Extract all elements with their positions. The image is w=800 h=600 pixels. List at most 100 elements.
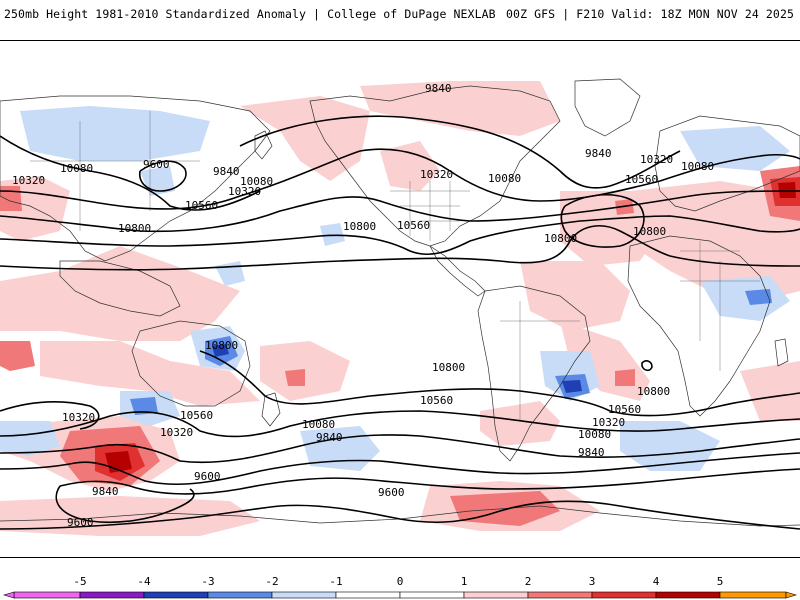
- country-borders: [30, 111, 760, 421]
- contour-10800-west-closed: [641, 360, 653, 372]
- new-zealand-outline: [261, 392, 281, 427]
- contour-label: 10800: [432, 361, 465, 374]
- australia-outline: [131, 320, 251, 407]
- colorbar-max-arrow: [785, 591, 798, 599]
- colorbar-segment: [719, 591, 787, 599]
- contour-label: 10320: [592, 416, 625, 429]
- colorbar-tick-label: 1: [461, 575, 468, 588]
- anomaly-core: [285, 369, 305, 386]
- anomaly-core: [562, 380, 582, 393]
- contour-label: 10560: [625, 173, 658, 186]
- anomaly-core: [212, 344, 229, 357]
- contour-9600-north: [138, 160, 187, 192]
- contour-label: 10800: [343, 220, 376, 233]
- contour-9840-north: [239, 115, 681, 189]
- anomaly-area: [0, 246, 240, 341]
- contour-10560-south: [0, 410, 800, 438]
- contour-label: 10080: [578, 428, 611, 441]
- contour-label: 9600: [143, 158, 170, 171]
- colorbar-tick-label: 2: [525, 575, 532, 588]
- anomaly-area: [0, 496, 260, 536]
- contour-label: 9840: [213, 165, 240, 178]
- anomaly-area: [380, 141, 440, 191]
- colorbar-tick-label: -1: [329, 575, 342, 588]
- contour-9840-north-asia: [0, 135, 261, 211]
- north-america-outline: [309, 85, 561, 247]
- contour-labels: 9840 9600 9840 10080 10320 10560 10800 1…: [12, 82, 714, 529]
- contour-label: 10080: [60, 162, 93, 175]
- colorbar-tick-label: 4: [653, 575, 660, 588]
- contour-10560-north: [0, 215, 800, 255]
- contour-label: 10560: [420, 394, 453, 407]
- contour-label: 9840: [92, 485, 119, 498]
- anomaly-area: [680, 126, 790, 171]
- colorbar-tick-label: -4: [137, 575, 151, 588]
- contour-label: 9600: [194, 470, 221, 483]
- contour-label: 9840: [316, 431, 343, 444]
- europe-outline: [654, 115, 800, 212]
- contour-label: 9840: [425, 82, 452, 95]
- contour-10320-south: [0, 434, 800, 464]
- height-contours: [0, 115, 800, 530]
- colorbar-segment: [527, 591, 593, 599]
- colorbar-segment: [399, 591, 465, 599]
- colorbar-tick-label: -5: [73, 575, 86, 588]
- colorbar-min-arrow: [2, 591, 15, 599]
- anomaly-area: [40, 341, 260, 406]
- anomaly-area: [620, 421, 720, 471]
- antarctica-outline: [0, 505, 800, 527]
- colorbar-segment: [335, 591, 401, 599]
- colorbar-segment: [143, 591, 209, 599]
- contour-10320-north: [0, 190, 800, 233]
- contour-label: 9600: [67, 516, 94, 529]
- contour-9600-south: [0, 500, 800, 530]
- contour-10080-south: [0, 452, 800, 486]
- colorbar-ticks: -5 -4 -3 -2 -1 0 1 2 3 4 5: [73, 575, 723, 588]
- contour-label: 9840: [585, 147, 612, 160]
- anomaly-area: [20, 106, 210, 161]
- contour-label: 10320: [160, 426, 193, 439]
- contour-10560-southpac-closed: [0, 401, 100, 430]
- chart-title: 250mb Height 1981-2010 Standardized Anom…: [4, 7, 496, 21]
- contour-label: 10080: [240, 175, 273, 188]
- anomaly-core: [0, 186, 22, 211]
- anomaly-core: [0, 341, 35, 371]
- colorbar-segments: [2, 591, 798, 599]
- southeast-asia-outline: [59, 260, 181, 317]
- map-panel: 9840 9600 9840 10080 10320 10560 10800 1…: [0, 40, 800, 558]
- anomaly-area: [240, 96, 370, 181]
- contour-10800-south: [199, 350, 800, 417]
- contour-label: 10320: [228, 185, 261, 198]
- us-state-borders: [390, 181, 470, 241]
- anomaly-area: [700, 276, 790, 321]
- contour-label: 10080: [681, 160, 714, 173]
- contour-label: 9600: [378, 486, 405, 499]
- colorbar-tick-label: -2: [265, 575, 278, 588]
- contour-label: 10080: [302, 418, 335, 431]
- colorbar-tick-label: 0: [397, 575, 404, 588]
- colorbar-segment: [591, 591, 657, 599]
- contour-label: 9840: [578, 446, 605, 459]
- japan-outline: [254, 130, 273, 160]
- colorbar-segment: [655, 591, 721, 599]
- contour-label: 10800: [544, 232, 577, 245]
- contour-label: 10080: [488, 172, 521, 185]
- greenland-outline: [574, 78, 641, 137]
- anomaly-core: [778, 182, 796, 198]
- anomaly-map: 9840 9600 9840 10080 10320 10560 10800 1…: [0, 78, 800, 536]
- madagascar-outline: [774, 338, 789, 367]
- contour-label: 10320: [420, 168, 453, 181]
- contour-label: 10800: [205, 339, 238, 352]
- contour-label: 10320: [640, 153, 673, 166]
- south-america-outline: [477, 285, 591, 462]
- contour-label: 10560: [608, 403, 641, 416]
- colorbar-tick-label: 3: [589, 575, 596, 588]
- anomaly-area: [740, 361, 800, 421]
- run-valid-time: 00Z GFS | F210 Valid: 18Z MON NOV 24 202…: [506, 7, 794, 21]
- colorbar-segment: [13, 591, 81, 599]
- anomaly-area: [215, 261, 245, 286]
- contour-label: 10320: [12, 174, 45, 187]
- contour-10800-north: [0, 225, 800, 271]
- colorbar-segment: [463, 591, 529, 599]
- anomaly-core: [130, 397, 158, 415]
